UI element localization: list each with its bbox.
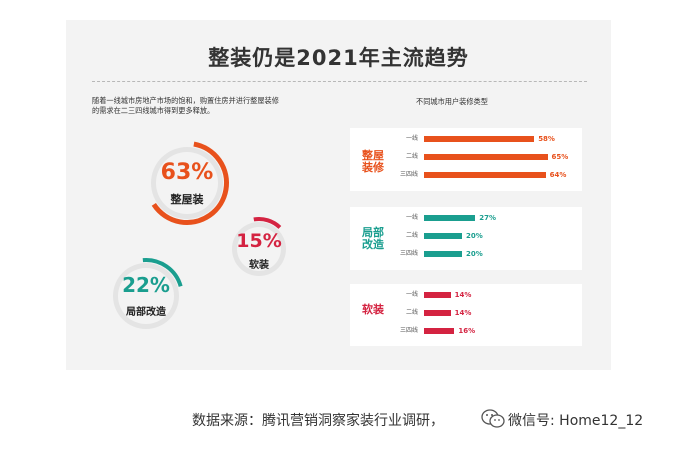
intro-line-1: 随着一线城市房地产市场的饱和，购置住房并进行整屋装修 — [92, 96, 279, 105]
donut-label: 整屋装 — [170, 193, 204, 206]
bar — [424, 251, 462, 257]
donut-percent: 63% — [160, 160, 214, 185]
group-label: 局部改造 — [362, 226, 384, 251]
donut-center — [237, 227, 281, 271]
bar-value-label: 16% — [458, 327, 476, 335]
bar-value-label: 20% — [466, 250, 483, 258]
bar — [424, 292, 451, 298]
donut-label: 局部改造 — [126, 307, 166, 318]
bar — [424, 233, 462, 239]
bar-value-label: 58% — [538, 135, 555, 143]
donut-percent: 22% — [122, 273, 170, 297]
group-whole-house: 整屋装修 一线 58% 二线 65% 三四线 64% — [350, 128, 582, 191]
bar-value-label: 20% — [466, 232, 483, 240]
bar-category-label: 二线 — [405, 153, 418, 160]
infographic-card: 整装仍是2021年主流趋势 随着一线城市房地产市场的饱和，购置住房并进行整屋装修… — [66, 20, 611, 370]
donut-arc — [227, 217, 291, 281]
bar — [424, 328, 455, 334]
bar-category-label: 三四线 — [399, 171, 418, 178]
bar-value-label: 65% — [551, 153, 569, 161]
wechat-icon — [481, 408, 505, 430]
footer-watermark: 微信号: Home12_12 — [508, 413, 644, 429]
bar — [424, 172, 546, 178]
group-label: 软装 — [362, 303, 384, 316]
bar-category-label: 一线 — [405, 135, 418, 142]
bar — [424, 154, 548, 160]
intro-line-2: 的需求在二三四线城市得到更多释放。 — [92, 106, 215, 115]
donut-partial-renovation: 22% 局部改造 — [106, 256, 186, 336]
bar-category-label: 三四线 — [399, 250, 418, 257]
donut-label: 软装 — [249, 260, 269, 271]
page-title: 整装仍是2021年主流趋势 — [208, 46, 469, 70]
bar-value-label: 64% — [549, 171, 567, 179]
group-soft-decor: 软装 一线 14% 二线 14% 三四线 16% — [350, 284, 582, 346]
bar-category-label: 二线 — [405, 309, 418, 316]
bar-category-label: 一线 — [405, 291, 418, 298]
donut-whole-house: 63% 整屋装 — [144, 140, 230, 226]
donut-center — [156, 152, 218, 214]
donut-center — [118, 268, 174, 324]
footer-source: 数据来源：腾讯营销洞察家装行业调研， — [192, 413, 444, 429]
bar-value-label: 27% — [479, 214, 497, 222]
bar-value-label: 14% — [454, 309, 472, 317]
bar-category-label: 一线 — [405, 214, 418, 221]
group-partial-renovation: 局部改造 一线 27% 二线 20% 三四线 20% — [350, 207, 582, 270]
chart-title: 不同城市用户装修类型 — [416, 97, 488, 106]
donut-soft-decor: 15% 软装 — [226, 216, 292, 282]
donut-ring-whole-house — [145, 141, 229, 225]
bar — [424, 310, 451, 316]
bar — [424, 215, 476, 221]
title-divider — [92, 81, 587, 82]
donut-ring-partial-renovation — [108, 258, 184, 334]
donut-arc — [108, 258, 184, 334]
bar-value-label: 14% — [454, 291, 472, 299]
bar-category-label: 二线 — [405, 232, 418, 239]
group-label: 整屋装修 — [362, 149, 384, 174]
donut-ring-soft-decor — [227, 217, 291, 281]
donut-percent: 15% — [236, 230, 282, 252]
intro-text: 随着一线城市房地产市场的饱和，购置住房并进行整屋装修 的需求在二三四线城市得到更… — [92, 96, 322, 116]
bar — [424, 136, 535, 142]
bar-category-label: 三四线 — [399, 327, 418, 334]
